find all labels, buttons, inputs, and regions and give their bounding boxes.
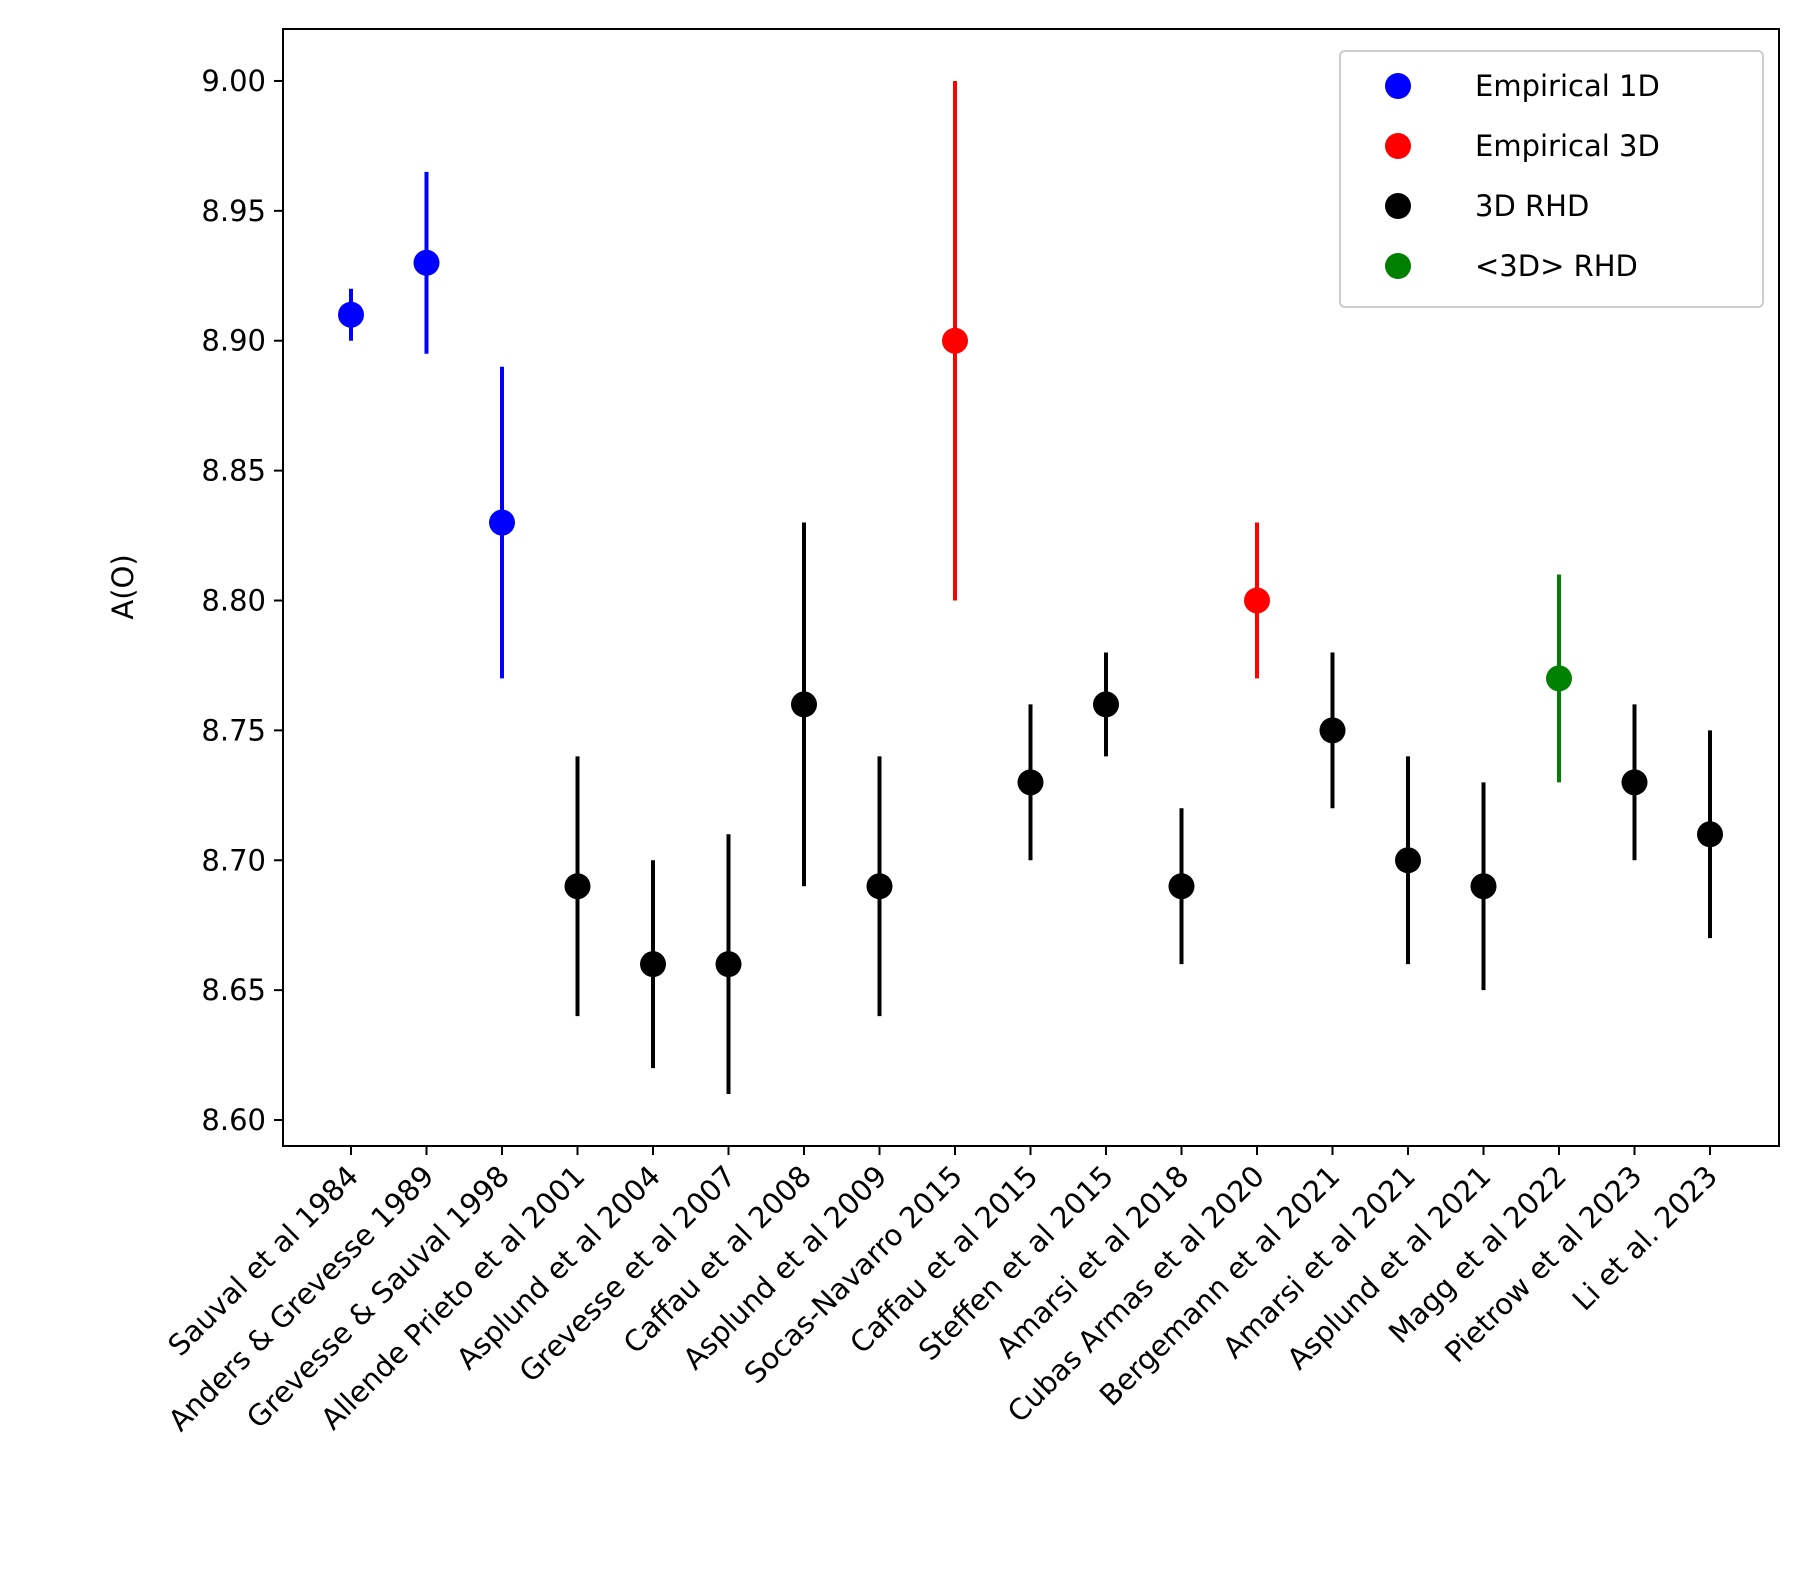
data-point <box>1168 873 1195 900</box>
data-point <box>1244 587 1270 614</box>
data-marks <box>338 80 1723 1095</box>
y-tick-label: 8.60 <box>201 1103 266 1137</box>
legend-label: Empirical 3D <box>1475 129 1660 163</box>
data-point <box>1697 821 1723 848</box>
y-tick-label: 8.90 <box>201 324 266 358</box>
data-point <box>338 301 364 328</box>
y-tick-label: 8.80 <box>201 583 266 617</box>
y-axis-label: A(O) <box>106 554 140 619</box>
y-tick-label: 8.85 <box>201 454 266 488</box>
legend-label: Empirical 1D <box>1475 69 1660 103</box>
data-point <box>1621 769 1648 796</box>
y-tick-label: 8.70 <box>201 843 266 877</box>
data-point <box>1395 847 1421 874</box>
y-tick-label: 8.65 <box>201 973 266 1007</box>
data-point <box>1319 717 1346 744</box>
y-tick-label: 9.00 <box>201 64 266 98</box>
data-point <box>866 873 893 900</box>
data-point <box>413 249 440 276</box>
legend: Empirical 1D Empirical 3D 3D RHD <3D> RHD <box>1339 50 1764 308</box>
data-point <box>564 873 591 900</box>
y-tick-label: 8.95 <box>201 194 266 228</box>
plot-frame <box>282 28 1780 1147</box>
legend-marker <box>1385 73 1411 99</box>
data-point <box>1017 769 1044 796</box>
data-point <box>1470 873 1497 900</box>
data-point <box>715 951 742 978</box>
y-tick-label: 8.75 <box>201 713 266 747</box>
data-point <box>942 327 968 354</box>
legend-label: 3D RHD <box>1475 189 1589 223</box>
legend-marker <box>1385 133 1411 159</box>
data-point <box>489 509 515 536</box>
data-point <box>1093 691 1119 718</box>
legend-marker <box>1385 193 1411 219</box>
legend-label: <3D> RHD <box>1475 249 1638 283</box>
data-point <box>640 951 666 978</box>
y-axis: 8.60 8.65 8.70 8.75 8.80 8.85 8.90 8.95 9.00 <box>201 64 283 1137</box>
data-point <box>1546 665 1572 692</box>
legend-box <box>1339 50 1764 308</box>
legend-marker <box>1385 253 1411 279</box>
data-point <box>791 691 817 718</box>
